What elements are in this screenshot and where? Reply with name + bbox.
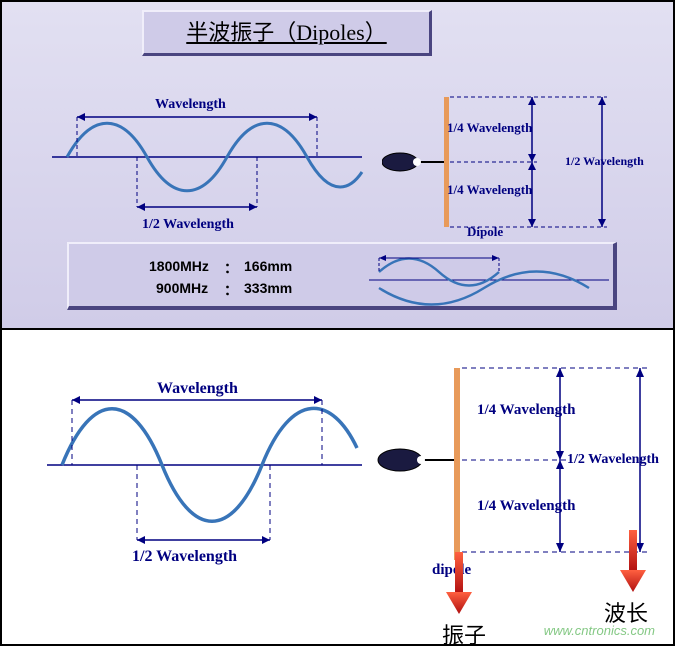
freq-row-1-freq: 900MHz <box>156 280 208 296</box>
freq-row-0-freq: 1800MHz <box>149 258 209 274</box>
freq-sep-0: ： <box>224 258 238 278</box>
top-q1-label: 1/4 Wavelength <box>447 120 532 136</box>
cn-label-dipole: 振子 <box>442 618 486 650</box>
top-half-wavelength-label: 1/2 Wavelength <box>142 217 234 233</box>
top-half-label: 1/2 Wavelength <box>565 154 644 169</box>
top-panel: 半波振子（Dipoles） Wavelength 1/2 Wavelength <box>0 0 675 330</box>
bottom-q2-label: 1/4 Wavelength <box>477 498 575 515</box>
freq-row-0-len: 166mm <box>244 258 292 274</box>
watermark: www.cntronics.com <box>544 623 655 638</box>
freq-sep-1: ： <box>224 280 238 300</box>
top-q2-label: 1/4 Wavelength <box>447 182 532 198</box>
mini-wave-svg <box>359 244 619 312</box>
bottom-half-wavelength-label: 1/2 Wavelength <box>132 548 237 566</box>
bottom-half-label: 1/2 Wavelength <box>567 452 659 468</box>
top-dipole-label: Dipole <box>467 224 503 240</box>
bottom-panel: Wavelength 1/2 Wavelength 1/4 Wavelength… <box>0 330 675 646</box>
title-text: 半波振子（Dipoles） <box>186 20 386 45</box>
bottom-q1-label: 1/4 Wavelength <box>477 402 575 419</box>
freq-box: 1800MHz ： 166mm 900MHz ： 333mm <box>67 242 617 310</box>
title-box: 半波振子（Dipoles） <box>142 10 432 56</box>
freq-row-1-len: 333mm <box>244 280 292 296</box>
red-arrow-1 <box>444 552 474 622</box>
red-arrow-2 <box>618 530 648 600</box>
bottom-full-wavelength-label: Wavelength <box>157 380 238 398</box>
top-full-wavelength-label: Wavelength <box>155 97 226 113</box>
